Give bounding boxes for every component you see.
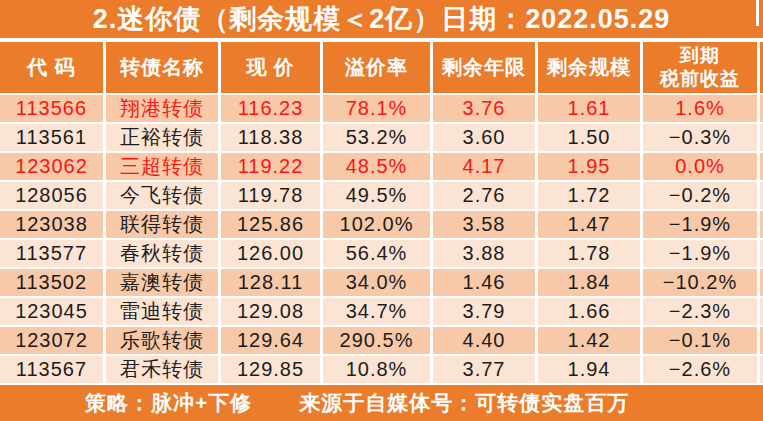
cell-code: 128056 bbox=[0, 182, 103, 209]
cell-yield: −1.9% bbox=[643, 240, 757, 267]
cell-code: 113577 bbox=[0, 240, 103, 267]
cell-price: 119.78 bbox=[221, 182, 320, 209]
cell-scale: 1.61 bbox=[538, 95, 640, 122]
cell-scale: 1.66 bbox=[538, 298, 640, 325]
cell-code: 123045 bbox=[0, 298, 103, 325]
col-header-scale: 剩余规模 bbox=[538, 42, 640, 93]
cell-price: 116.23 bbox=[221, 95, 320, 122]
cell-premium: 34.0% bbox=[323, 269, 430, 296]
cell-premium: 48.5% bbox=[323, 153, 430, 180]
cell-code: 123062 bbox=[0, 153, 103, 180]
cell-code: 113561 bbox=[0, 124, 103, 151]
cell-years: 3.60 bbox=[433, 124, 535, 151]
cell-name: 嘉澳转债 bbox=[106, 269, 218, 296]
cell-yield: −2.3% bbox=[643, 298, 757, 325]
cell-code: 113502 bbox=[0, 269, 103, 296]
cell-premium: 290.5% bbox=[323, 327, 430, 354]
cell-code: 123072 bbox=[0, 327, 103, 354]
col-header-price: 现 价 bbox=[221, 42, 320, 93]
cell-yield: 0.0% bbox=[643, 153, 757, 180]
footer-bar: 策略：脉冲+下修 来源于自媒体号：可转债实盘百万 bbox=[0, 385, 763, 421]
cell-years: 3.79 bbox=[433, 298, 535, 325]
cell-scale: 1.72 bbox=[538, 182, 640, 209]
cell-yield: 1.6% bbox=[643, 95, 757, 122]
cell-scale: 1.50 bbox=[538, 124, 640, 151]
cell-name: 正裕转债 bbox=[106, 124, 218, 151]
cell-yield: −2.6% bbox=[643, 356, 757, 383]
strategy-label: 策略：脉冲+下修 bbox=[85, 389, 252, 417]
cell-years: 3.88 bbox=[433, 240, 535, 267]
cell-yield: −1.9% bbox=[643, 211, 757, 238]
cell-premium: 49.5% bbox=[323, 182, 430, 209]
cell-premium: 53.2% bbox=[323, 124, 430, 151]
cell-price: 126.00 bbox=[221, 240, 320, 267]
cell-years: 3.58 bbox=[433, 211, 535, 238]
cell-scale: 1.42 bbox=[538, 327, 640, 354]
col-header-code: 代 码 bbox=[0, 42, 103, 93]
cell-name: 乐歌转债 bbox=[106, 327, 218, 354]
col-header-yield: 到期 税前收益 bbox=[643, 42, 757, 93]
cell-name: 今飞转债 bbox=[106, 182, 218, 209]
cell-code: 113567 bbox=[0, 356, 103, 383]
source-label: 来源于自媒体号：可转债实盘百万 bbox=[299, 389, 629, 417]
cell-years: 1.46 bbox=[433, 269, 535, 296]
cell-yield: −0.1% bbox=[643, 327, 757, 354]
cell-name: 雷迪转债 bbox=[106, 298, 218, 325]
col-header-name: 转债名称 bbox=[106, 42, 218, 93]
cell-yield: −0.2% bbox=[643, 182, 757, 209]
cell-premium: 78.1% bbox=[323, 95, 430, 122]
col-header-years: 剩余年限 bbox=[433, 42, 535, 93]
cell-name: 君禾转债 bbox=[106, 356, 218, 383]
cell-name: 翔港转债 bbox=[106, 95, 218, 122]
cell-years: 4.40 bbox=[433, 327, 535, 354]
cell-price: 129.85 bbox=[221, 356, 320, 383]
cell-premium: 34.7% bbox=[323, 298, 430, 325]
cell-yield: −10.2% bbox=[643, 269, 757, 296]
cell-premium: 102.0% bbox=[323, 211, 430, 238]
cell-code: 123038 bbox=[0, 211, 103, 238]
cell-price: 125.86 bbox=[221, 211, 320, 238]
cell-yield: −0.3% bbox=[643, 124, 757, 151]
cell-price: 118.38 bbox=[221, 124, 320, 151]
cell-years: 4.17 bbox=[433, 153, 535, 180]
cell-scale: 1.94 bbox=[538, 356, 640, 383]
mini-bond-table-page: 2.迷你债（剩余规模＜2亿）日期：2022.05.29 代 码 转债名称 现 价… bbox=[0, 0, 763, 421]
cell-price: 119.22 bbox=[221, 153, 320, 180]
cell-premium: 10.8% bbox=[323, 356, 430, 383]
cell-name: 三超转债 bbox=[106, 153, 218, 180]
cell-price: 129.08 bbox=[221, 298, 320, 325]
bond-table: 代 码 转债名称 现 价 溢价率 剩余年限 剩余规模 到期 税前收益 11356… bbox=[0, 42, 763, 383]
col-header-premium: 溢价率 bbox=[323, 42, 430, 93]
cell-scale: 1.84 bbox=[538, 269, 640, 296]
cell-years: 3.76 bbox=[433, 95, 535, 122]
cell-code: 113566 bbox=[0, 95, 103, 122]
cell-years: 2.76 bbox=[433, 182, 535, 209]
cell-scale: 1.95 bbox=[538, 153, 640, 180]
cell-price: 128.11 bbox=[221, 269, 320, 296]
cell-scale: 1.78 bbox=[538, 240, 640, 267]
cell-name: 联得转债 bbox=[106, 211, 218, 238]
cell-name: 春秋转债 bbox=[106, 240, 218, 267]
cell-premium: 56.4% bbox=[323, 240, 430, 267]
cell-price: 129.64 bbox=[221, 327, 320, 354]
cell-years: 3.77 bbox=[433, 356, 535, 383]
page-title: 2.迷你债（剩余规模＜2亿）日期：2022.05.29 bbox=[0, 0, 763, 38]
cell-scale: 1.47 bbox=[538, 211, 640, 238]
